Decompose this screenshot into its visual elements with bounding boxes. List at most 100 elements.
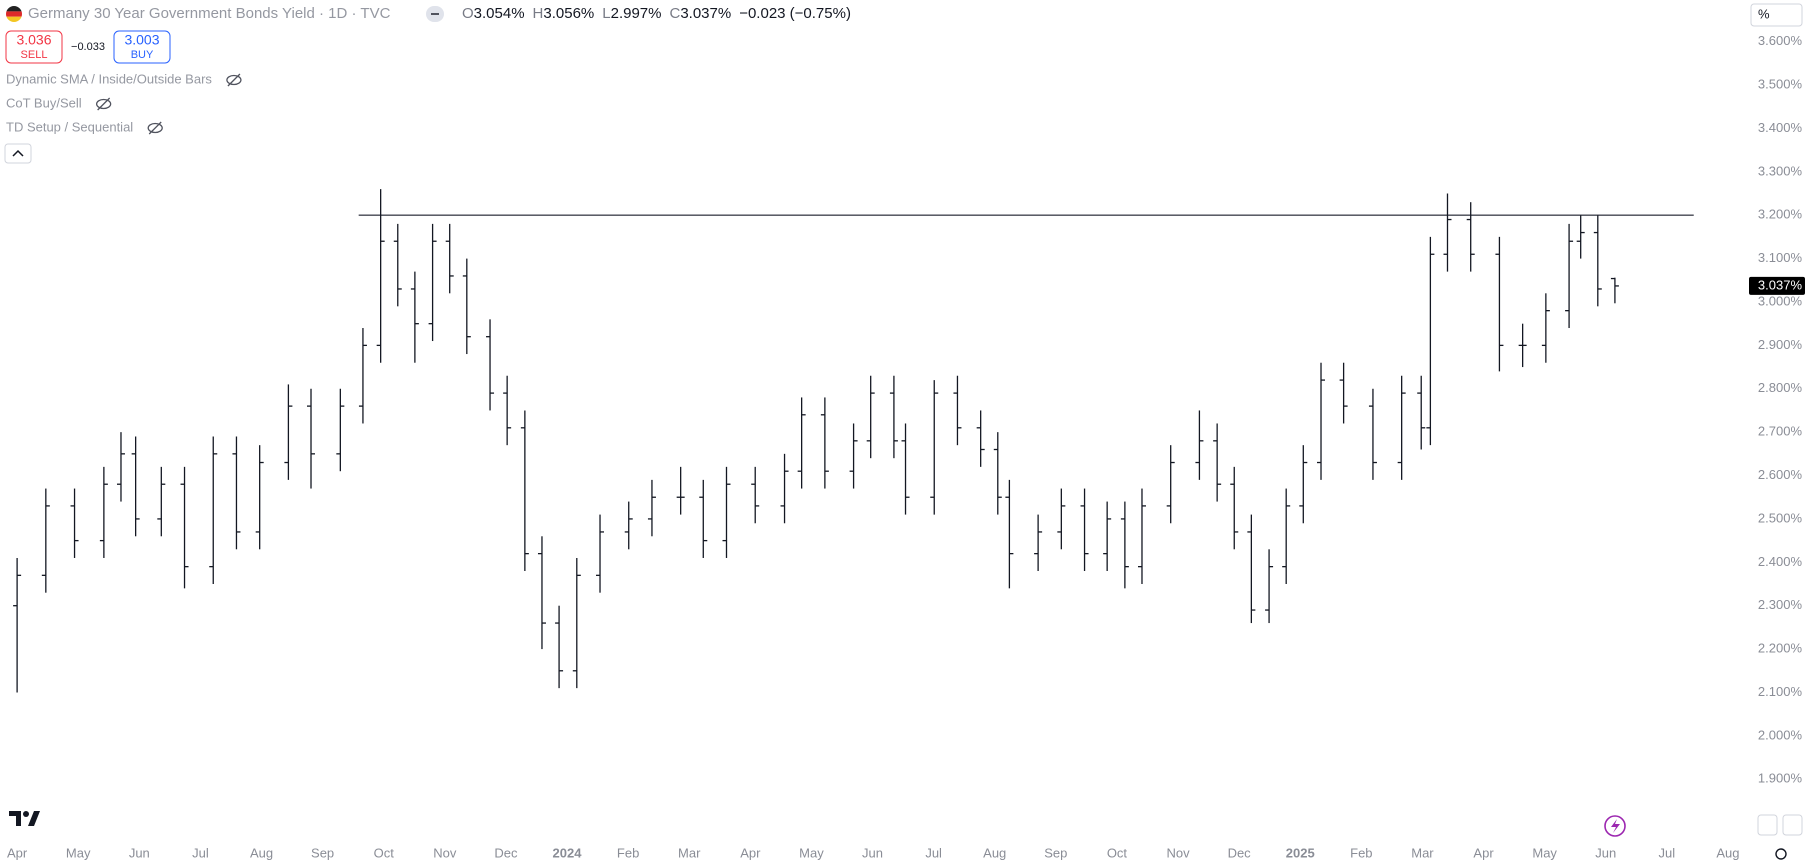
x-tick-label: Nov	[433, 845, 457, 860]
sell-box[interactable]	[5, 30, 63, 64]
flag	[6, 6, 22, 22]
ohlc-bar	[1593, 215, 1602, 307]
visibility-slash	[227, 73, 241, 87]
ohlc-bar	[849, 423, 858, 489]
x-tick-label: Oct	[374, 845, 395, 860]
x-tick-label: Jul	[925, 845, 942, 860]
ohlc-bar	[1282, 488, 1291, 585]
sell-button[interactable]: 3.036 SELL	[5, 30, 63, 64]
spread: −0.033	[71, 41, 105, 53]
x-tick-label: 2025	[1286, 845, 1315, 860]
ohlc-bar	[1137, 488, 1146, 585]
ohlc-bar	[647, 479, 656, 537]
visibility-icon	[226, 74, 242, 86]
ohlc-bar	[889, 375, 898, 459]
ohlc-bar	[1417, 375, 1426, 450]
last-price-tag	[1749, 276, 1805, 295]
y-tick-label: 3.600%	[1758, 33, 1803, 48]
ohlc-bar	[307, 388, 316, 489]
ohlc-value: 3.037%	[680, 5, 731, 22]
x-tick-label: Aug	[983, 845, 1006, 860]
ohlc-bar	[1495, 236, 1504, 372]
log-scale-button[interactable]	[1782, 814, 1803, 836]
ohlc-value: 2.997%	[611, 5, 662, 22]
y-tick-label: 2.800%	[1758, 380, 1803, 395]
settings-button[interactable]	[1775, 848, 1787, 860]
indicator-label: TD Setup / Sequential	[6, 119, 133, 134]
ohlc-bar	[116, 432, 125, 502]
collapse-button[interactable]	[4, 143, 32, 164]
ohlc-bar	[1080, 488, 1089, 571]
ohlc-bar	[1195, 410, 1204, 480]
y-tick-label: 2.000%	[1758, 727, 1803, 742]
x-tick-label: Jul	[192, 845, 209, 860]
visibility-slash	[97, 97, 111, 111]
visibility-icon	[95, 98, 112, 110]
ohlc-bar	[70, 488, 79, 558]
y-tick-label: 3.400%	[1758, 120, 1803, 135]
ohlc-bar	[901, 423, 910, 515]
ohlc-bar	[1213, 423, 1222, 502]
y-tick-label: 2.700%	[1758, 424, 1803, 439]
y-tick-label: 3.500%	[1758, 76, 1803, 91]
ohlc-bar	[1166, 445, 1175, 524]
x-tick-label: Dec	[1228, 845, 1252, 860]
ohlc-bar	[1120, 501, 1129, 589]
lightning-button[interactable]	[1604, 815, 1626, 837]
x-tick-label: Jun	[862, 845, 883, 860]
y-tick-label: 3.300%	[1758, 163, 1803, 178]
unit-button[interactable]	[1750, 3, 1803, 27]
x-tick-label: May	[799, 845, 824, 860]
x-tick-label: Jun	[129, 845, 150, 860]
ohlc-bar	[1397, 375, 1406, 480]
y-tick-label: 2.400%	[1758, 554, 1803, 569]
x-tick-label: Feb	[617, 845, 639, 860]
ohlc-bar	[1005, 479, 1014, 589]
ohlc-bar	[930, 380, 939, 515]
buy-button[interactable]: 3.003 BUY	[113, 30, 171, 64]
y-tick-label: 3.000%	[1758, 293, 1803, 308]
y-tick-label: 2.300%	[1758, 597, 1803, 612]
ohlc-bar	[624, 501, 633, 550]
y-tick-label: 2.600%	[1758, 467, 1803, 482]
ohlc-bar	[462, 258, 471, 355]
x-tick-label: Aug	[250, 845, 273, 860]
buy-box[interactable]	[113, 30, 171, 64]
ohlc-bar	[1317, 362, 1326, 480]
x-tick-label: May	[66, 845, 91, 860]
ohlc-bar	[1426, 236, 1435, 446]
ohlc-bar	[1034, 514, 1043, 571]
ohlc-bar	[520, 410, 529, 571]
ohlc-bar	[751, 466, 760, 524]
ohlc-bar	[376, 189, 385, 363]
ohlc-bar	[596, 514, 605, 593]
lightning-icon	[1611, 819, 1620, 833]
x-tick-label: Apr	[7, 845, 28, 860]
ohlc-bar	[336, 388, 345, 472]
x-tick-label: Mar	[678, 845, 701, 860]
ohlc-bar	[866, 375, 875, 459]
ohlc-bar	[1518, 323, 1527, 368]
ohlc-bar	[722, 466, 731, 558]
ohlc-value: 3.056%	[543, 5, 594, 22]
x-tick-label: Mar	[1411, 845, 1434, 860]
ohlc-bar	[232, 436, 241, 550]
ohlc-key: C	[669, 5, 680, 22]
ohlc-bar	[255, 445, 264, 550]
x-tick-label: Dec	[494, 845, 518, 860]
plot-area: 3.600% 3.500% 3.400% 3.300% 3.200% 3.100% 3.00…	[7, 33, 1805, 860]
sell-price: 3.036	[16, 32, 51, 48]
ohlc-bar	[797, 397, 806, 489]
ohlc-bar	[1443, 193, 1452, 272]
indicator-label: CoT Buy/Sell	[6, 95, 82, 110]
ohlc-bar	[41, 488, 50, 593]
indicator-list: Dynamic SMA / Inside/Outside Bars CoT Buy…	[6, 71, 242, 135]
ohlc-bar	[537, 536, 546, 650]
visibility-icon	[147, 122, 163, 134]
auto-scale-button[interactable]	[1757, 814, 1778, 836]
tv-logo	[9, 811, 40, 826]
x-tick-label: Oct	[1107, 845, 1128, 860]
x-tick-label: 2024	[553, 845, 583, 860]
ohlc-bar	[1565, 223, 1574, 329]
ohlc-bar	[555, 605, 564, 689]
